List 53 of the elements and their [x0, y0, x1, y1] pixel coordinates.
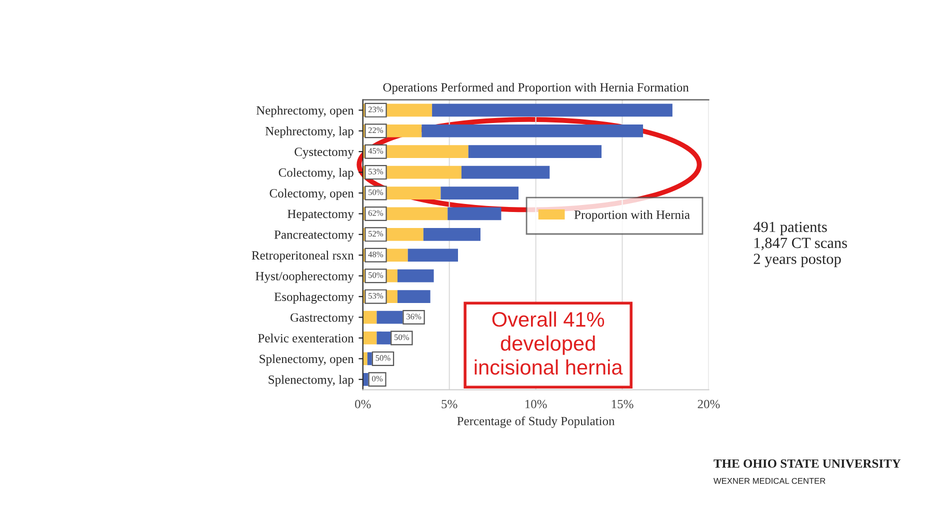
annotation: 50%: [368, 272, 384, 278]
bar: [448, 207, 502, 220]
annotation: 22%: [368, 127, 384, 134]
annotation: 36%: [406, 314, 422, 320]
bar: [440, 186, 519, 200]
text: THE OHIO STATE UNIVERSITY: [714, 459, 901, 468]
x-tick-label: 5%: [442, 400, 458, 408]
bar: [362, 332, 377, 344]
bar: [397, 290, 430, 303]
annotation: Overall 41% developed incisional hernia: [474, 311, 623, 375]
annotation: 48%: [368, 252, 384, 258]
x-tick-label: 20%: [698, 400, 720, 408]
annotation: 53%: [368, 168, 384, 174]
y-tick-label: Colectomy, open: [270, 188, 354, 200]
y-tick-label: Hepatectomy: [288, 210, 354, 221]
annotation: 23%: [368, 106, 384, 112]
annotation: 50%: [376, 355, 390, 361]
bar: [461, 166, 550, 179]
legend-label: Proportion with Hernia: [574, 210, 690, 222]
y-tick-label: Esophagectomy: [274, 292, 354, 304]
y-tick-label: Pelvic exenteration: [258, 334, 354, 342]
y-tick-label: Splenectomy, open: [260, 354, 354, 366]
y-tick-label: Gastrectomy: [290, 313, 354, 324]
y-tick-label: Cystectomy: [294, 148, 354, 159]
x-tick-label: 10%: [525, 400, 547, 408]
annotation: 50%: [368, 189, 384, 196]
bar: [408, 248, 458, 262]
bar: [422, 124, 644, 138]
bar: [423, 228, 480, 241]
annotation: 53%: [368, 293, 384, 299]
text: 491 patients 1,847 CT scans 2 years postop: [753, 222, 847, 268]
y-tick-label: Pancreatectomy: [274, 230, 354, 242]
y-tick-label: Nephrectomy, lap: [265, 126, 354, 138]
chart-title: Operations Performed and Proportion with Hernia Formation: [383, 82, 689, 94]
x-tick-label: 15%: [612, 400, 634, 408]
y-tick-label: Splenectomy, lap: [268, 375, 354, 386]
y-tick-label: Nephrectomy, open: [256, 106, 354, 118]
y-tick-label: Colectomy, lap: [278, 168, 354, 180]
x-tick-label: 0%: [355, 400, 371, 408]
bar: [397, 269, 434, 282]
bar: [362, 310, 377, 324]
annotation: 62%: [368, 210, 384, 216]
bar: [468, 145, 602, 158]
annotation: 45%: [368, 148, 384, 154]
text: WEXNER MEDICAL CENTER: [714, 478, 826, 484]
x-axis-title: Percentage of Study Population: [457, 416, 615, 428]
annotation: 0%: [372, 376, 383, 382]
bar: [432, 104, 672, 117]
y-tick-label: Retroperitoneal rsxn: [252, 250, 354, 262]
y-tick-label: Hyst/oopherectomy: [256, 272, 354, 283]
annotation: 50%: [394, 334, 410, 340]
bar: [367, 352, 372, 366]
annotation: 52%: [368, 230, 384, 237]
